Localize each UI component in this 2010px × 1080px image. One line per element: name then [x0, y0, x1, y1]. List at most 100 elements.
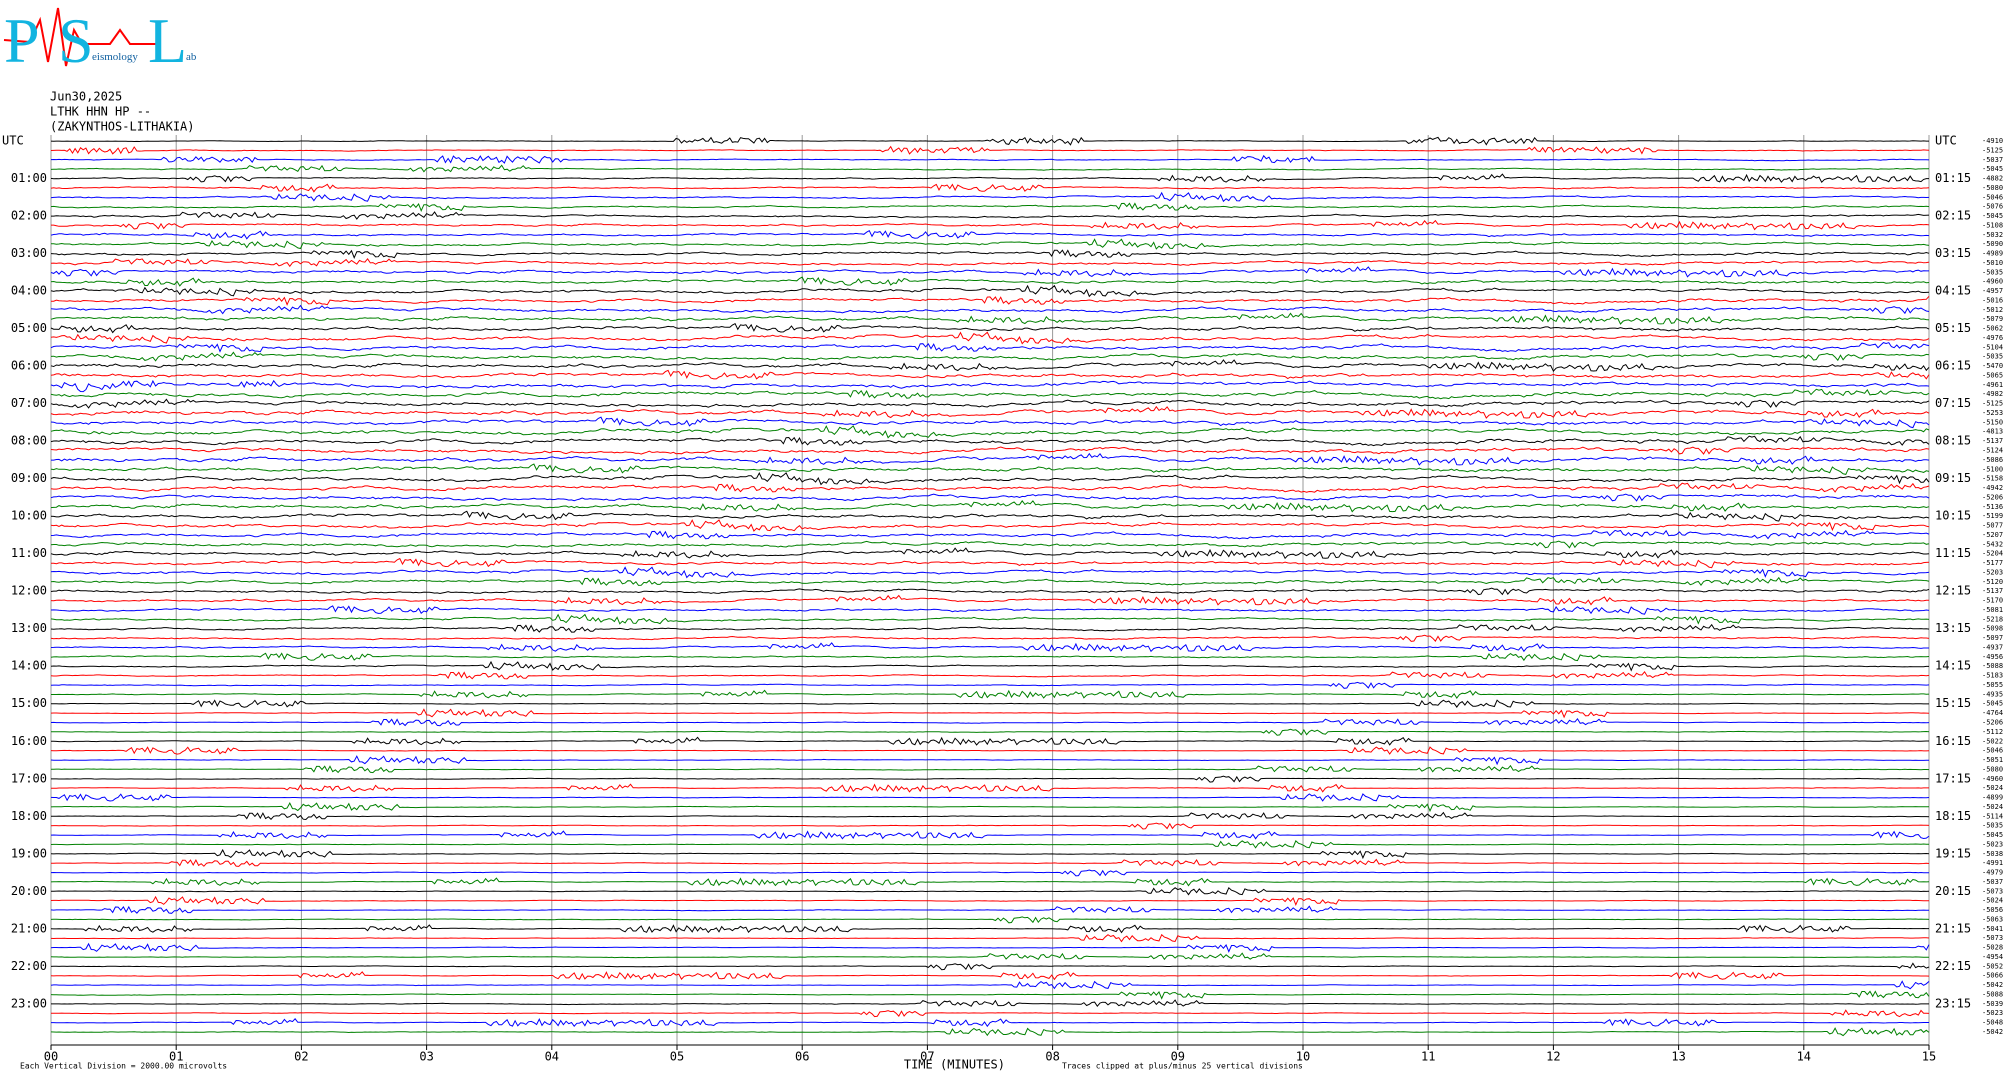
trace	[50, 802, 1929, 813]
trace-offset: -5063	[1982, 915, 2003, 923]
trace-offset: -5104	[1982, 343, 2003, 351]
trace-offset: -5022	[1982, 737, 2003, 745]
trace	[50, 605, 1930, 615]
hour-label-right: 02:15	[1935, 209, 1971, 223]
trace	[50, 202, 1930, 212]
trace-offset: -5218	[1982, 615, 2003, 623]
trace	[50, 670, 1930, 680]
trace	[50, 708, 1930, 719]
hour-label-right: 13:15	[1935, 621, 1971, 635]
trace-offset: -5062	[1982, 325, 2003, 333]
trace	[50, 276, 1930, 287]
trace-offset: -5203	[1982, 568, 2003, 576]
hour-label: 05:00	[11, 321, 47, 335]
trace-offset: -5137	[1982, 587, 2003, 595]
trace-offset: -4937	[1982, 643, 2003, 651]
trace	[50, 493, 1930, 502]
trace-offset: -5125	[1982, 400, 2003, 408]
hour-label-right: 19:15	[1935, 846, 1971, 860]
trace	[51, 783, 1929, 793]
hour-label-right: 23:15	[1935, 996, 1971, 1010]
trace	[50, 164, 1929, 173]
hour-label: 08:00	[11, 434, 47, 448]
logo: P S L eismology ab	[3, 5, 197, 76]
x-tick-label: 09	[1171, 1050, 1185, 1064]
trace-offset: -5024	[1982, 784, 2003, 792]
logo-word: eismology	[92, 51, 138, 63]
trace-offset: -5088	[1982, 662, 2003, 670]
trace-offset: -5023	[1982, 1009, 2003, 1017]
trace-offset: -4960	[1982, 775, 2003, 783]
trace-offset: -5080	[1982, 184, 2003, 192]
trace	[50, 642, 1929, 653]
trace-offset: -4979	[1982, 869, 2003, 877]
trace	[50, 822, 1930, 830]
trace	[50, 566, 1930, 579]
trace-offset: -5066	[1982, 972, 2003, 980]
trace	[50, 660, 1929, 672]
logo-letter: P	[4, 5, 40, 76]
trace	[50, 755, 1929, 766]
trace-offset: -5046	[1982, 747, 2003, 755]
trace	[50, 764, 1930, 774]
hour-label: UTC	[2, 134, 24, 148]
trace-offset: -5028	[1982, 944, 2003, 952]
trace	[51, 1018, 1929, 1028]
trace-offset: -5108	[1982, 221, 2003, 229]
trace	[50, 471, 1930, 486]
trace-offset: -5016	[1982, 296, 2003, 304]
hour-label: 15:00	[11, 696, 47, 710]
trace-offset: -4982	[1982, 390, 2003, 398]
trace-offset: -5037	[1982, 878, 2003, 886]
trace-offset: -5038	[1982, 850, 2003, 858]
trace-offset: -5204	[1982, 550, 2003, 558]
hour-label: 20:00	[11, 884, 47, 898]
x-tick-label: 06	[795, 1050, 809, 1064]
x-tick-label: 08	[1045, 1050, 1059, 1064]
hour-label: 23:00	[11, 996, 47, 1010]
hour-label-right: 09:15	[1935, 471, 1971, 485]
trace-offset: -5136	[1982, 503, 2003, 511]
trace	[50, 500, 1930, 513]
trace	[50, 962, 1930, 971]
x-tick-label: 14	[1797, 1050, 1811, 1064]
trace-offset: -5012	[1982, 306, 2003, 314]
hour-label-right: 16:15	[1935, 734, 1971, 748]
trace	[50, 369, 1930, 380]
trace-offset: -5045	[1982, 831, 2003, 839]
trace-offset: -4813	[1982, 428, 2003, 436]
trace-offset: -5177	[1982, 559, 2003, 567]
trace	[50, 435, 1930, 447]
hour-label: 10:00	[11, 509, 47, 523]
hour-label-right: 14:15	[1935, 659, 1971, 673]
trace-offset: -5114	[1982, 812, 2003, 820]
note: Each Vertical Division = 2000.00 microvo…	[20, 1062, 227, 1071]
trace	[51, 699, 1929, 708]
hour-label-right: UTC	[1935, 134, 1957, 148]
trace-offset: -5183	[1982, 672, 2003, 680]
x-tick-label: 12	[1546, 1050, 1560, 1064]
trace	[50, 510, 1930, 522]
trace-offset: -5124	[1982, 447, 2003, 455]
trace	[50, 238, 1930, 250]
trace-offset: -5206	[1982, 718, 2003, 726]
trace-offset: -5046	[1982, 193, 2003, 201]
trace	[50, 145, 1930, 155]
trace	[50, 877, 1930, 887]
trace-offset: -5048	[1982, 1019, 2003, 1027]
logo-word: ab	[186, 51, 197, 63]
trace-offset: -5045	[1982, 212, 2003, 220]
trace-offset: -5081	[1982, 606, 2003, 614]
trace-offset: -4882	[1982, 175, 2003, 183]
trace	[51, 811, 1930, 821]
hour-label: 03:00	[11, 246, 47, 260]
trace	[50, 540, 1930, 549]
trace	[50, 154, 1930, 164]
trace-offset: -5086	[1982, 456, 2003, 464]
trace	[50, 266, 1929, 278]
trace-offset: -5051	[1982, 756, 2003, 764]
trace	[50, 359, 1930, 372]
x-tick-label: 03	[419, 1050, 433, 1064]
